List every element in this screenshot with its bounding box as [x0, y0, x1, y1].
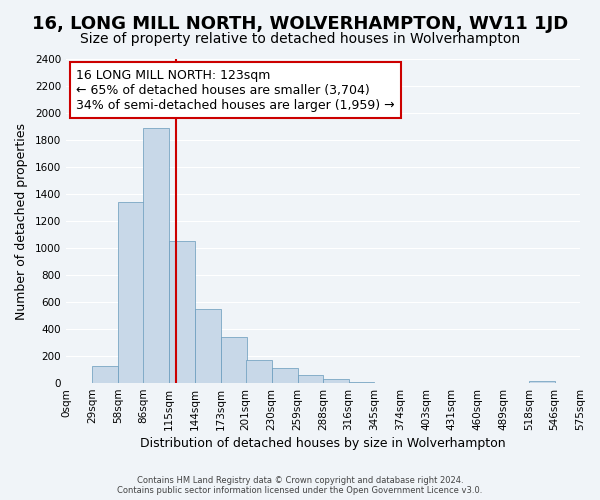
Bar	[246, 360, 272, 383]
Bar	[298, 375, 323, 383]
Text: 16 LONG MILL NORTH: 123sqm
← 65% of detached houses are smaller (3,704)
34% of s: 16 LONG MILL NORTH: 123sqm ← 65% of deta…	[76, 68, 395, 112]
X-axis label: Distribution of detached houses by size in Wolverhampton: Distribution of detached houses by size …	[140, 437, 506, 450]
Bar	[169, 242, 195, 383]
Bar	[349, 382, 374, 383]
Bar	[323, 379, 349, 383]
Y-axis label: Number of detached properties: Number of detached properties	[15, 122, 28, 320]
Bar	[529, 381, 555, 383]
Text: 16, LONG MILL NORTH, WOLVERHAMPTON, WV11 1JD: 16, LONG MILL NORTH, WOLVERHAMPTON, WV11…	[32, 15, 568, 33]
Bar	[143, 128, 169, 383]
Bar	[272, 368, 298, 383]
Bar	[221, 337, 247, 383]
Bar	[118, 202, 144, 383]
Bar	[195, 309, 221, 383]
Text: Contains HM Land Registry data © Crown copyright and database right 2024.
Contai: Contains HM Land Registry data © Crown c…	[118, 476, 482, 495]
Text: Size of property relative to detached houses in Wolverhampton: Size of property relative to detached ho…	[80, 32, 520, 46]
Bar	[92, 366, 118, 383]
